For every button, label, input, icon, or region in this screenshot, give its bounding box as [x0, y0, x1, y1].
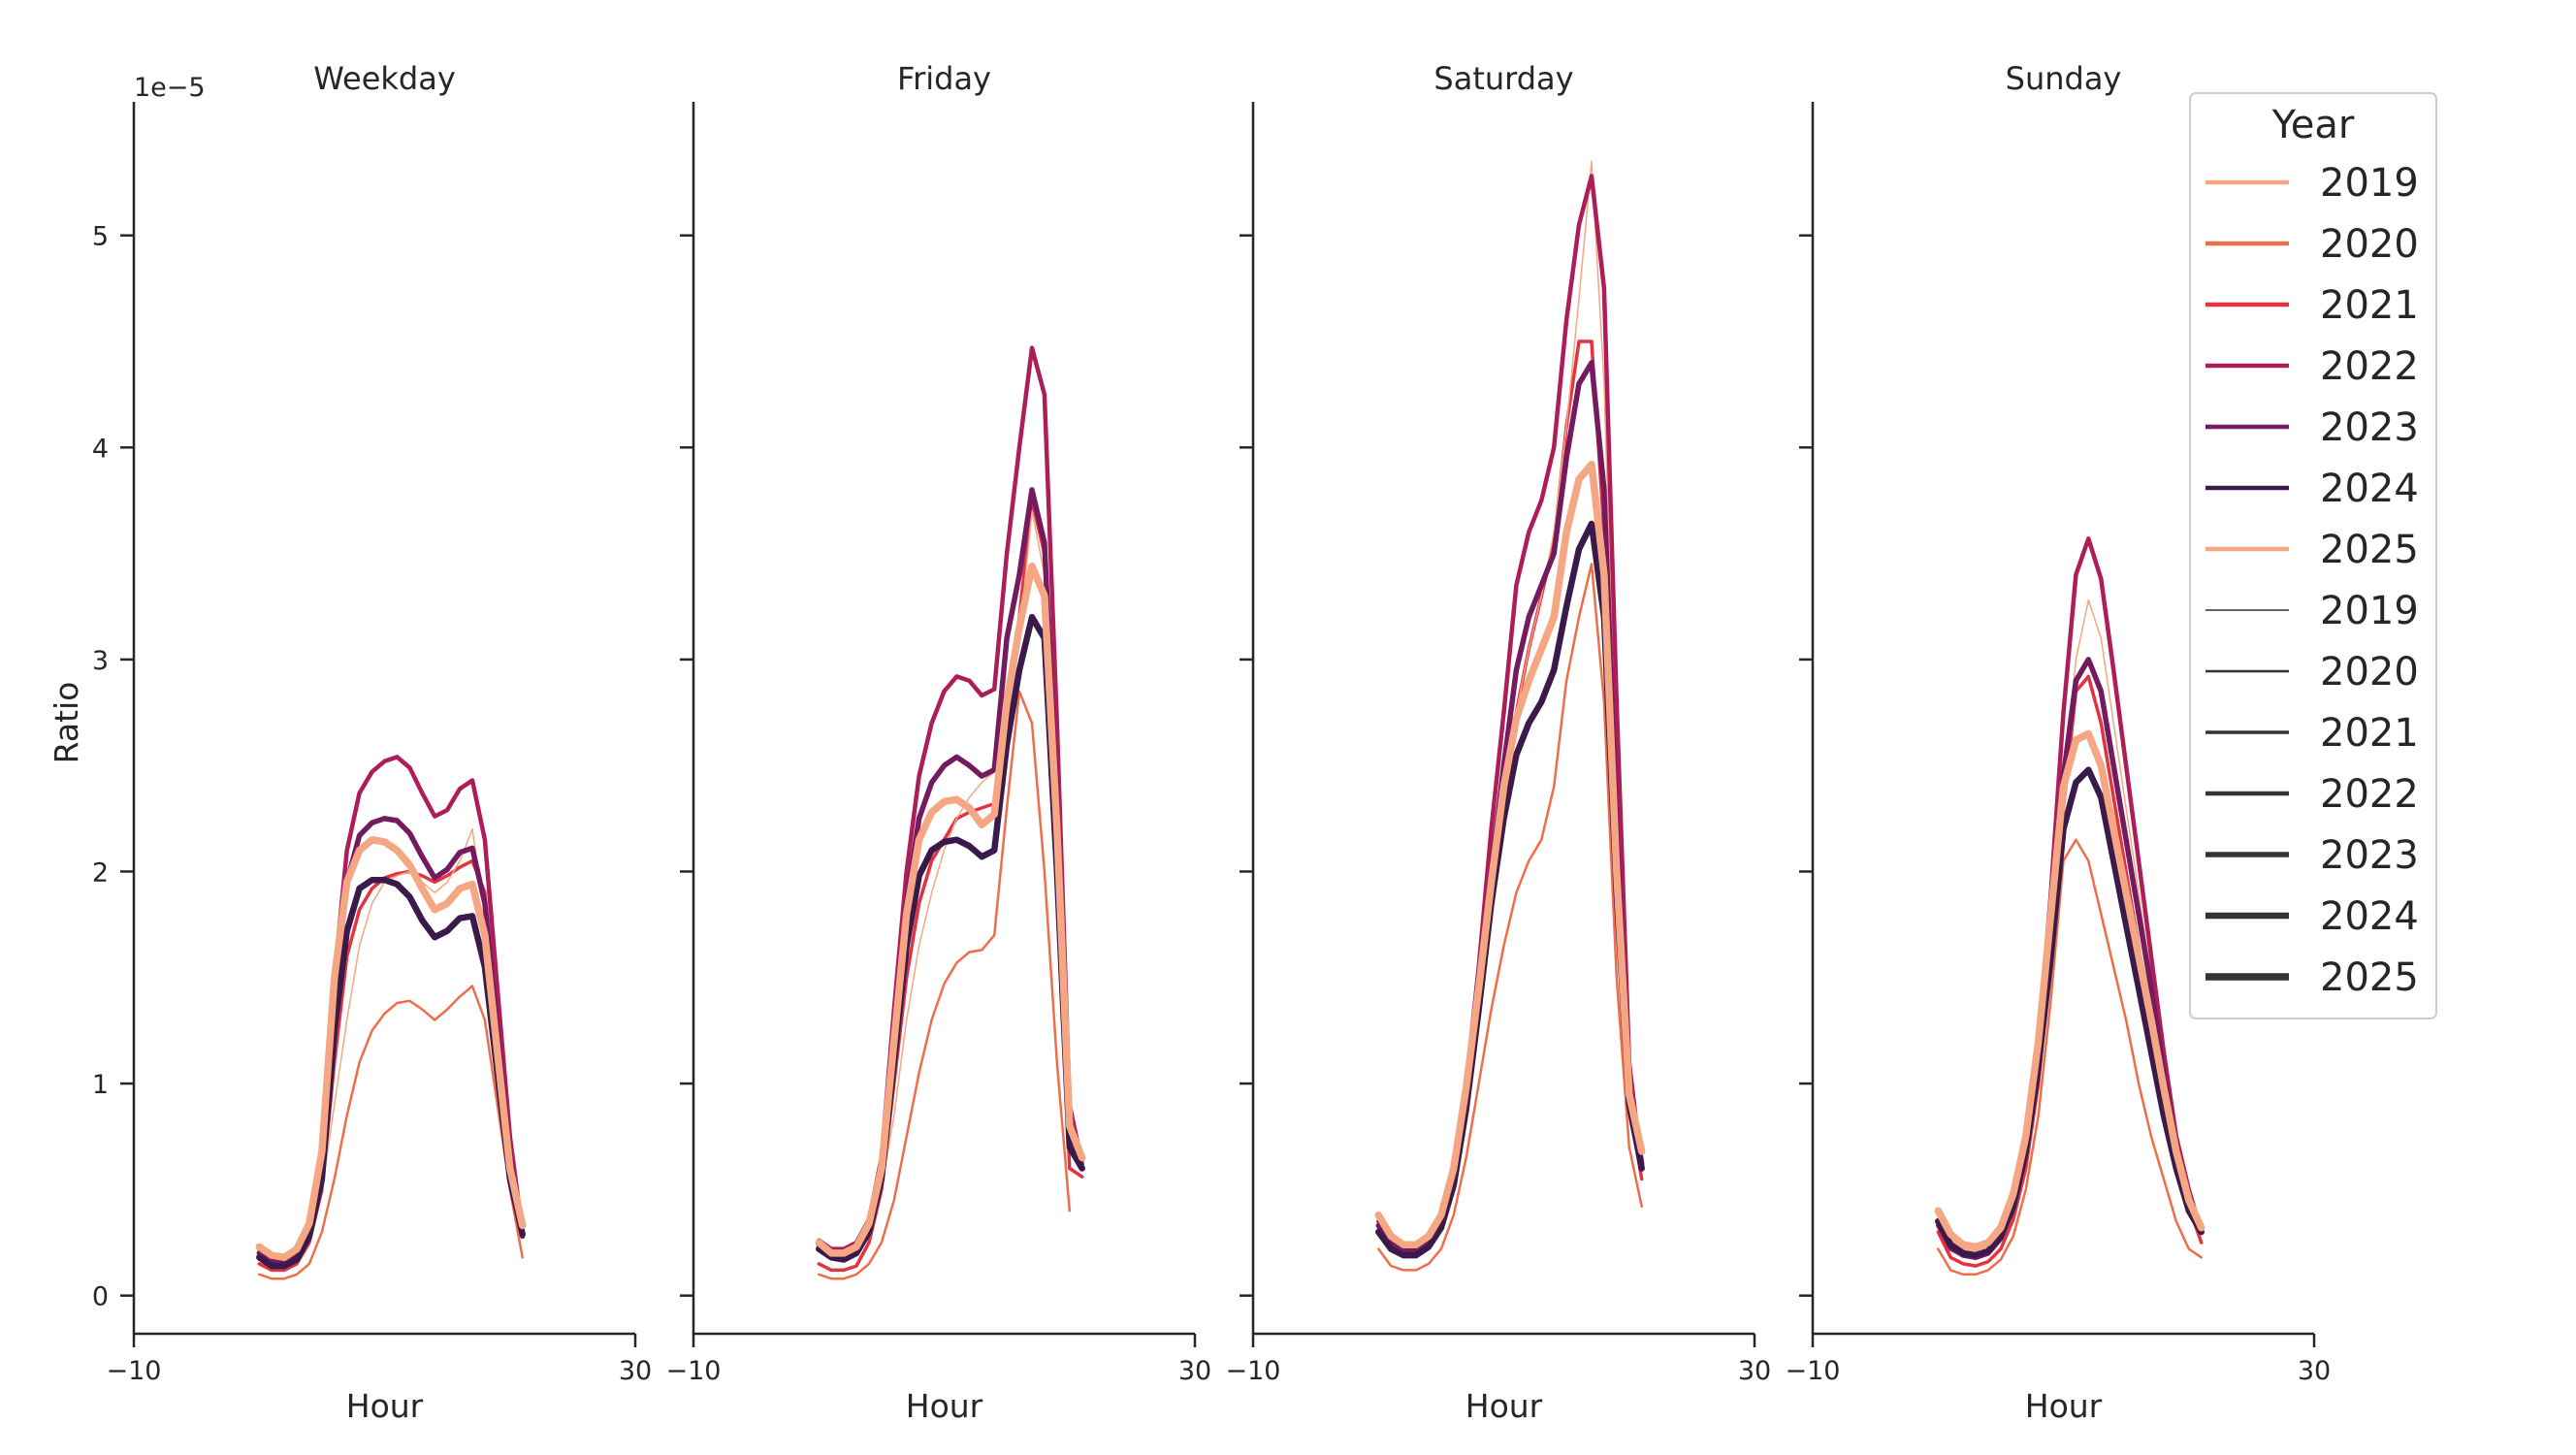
y-tick-label: 1 — [92, 1070, 109, 1100]
x-axis-label: Hour — [906, 1387, 983, 1425]
y-tick-label: 2 — [92, 857, 109, 888]
series-line-2020 — [1377, 563, 1643, 1272]
y-tick-label: 5 — [92, 222, 109, 252]
series-line-2025 — [815, 562, 1086, 1257]
x-tick-label: 30 — [619, 1356, 652, 1386]
panel-sunday: Sunday −10 30 Hour — [1786, 60, 2332, 1425]
y-scale-offset: 1e−5 — [134, 73, 206, 103]
series-line-2024 — [1935, 766, 2205, 1259]
series-line-2019 — [1937, 598, 2203, 1252]
series-line-2020 — [258, 985, 524, 1280]
series-line-2025 — [1374, 461, 1646, 1248]
y-axis-label: Ratio — [48, 682, 85, 764]
legend-box — [2189, 92, 2437, 1019]
x-tick-label: −10 — [1226, 1356, 1281, 1386]
series-line-2020 — [1937, 838, 2203, 1277]
x-tick-label: −10 — [107, 1356, 162, 1386]
series-line-2023 — [1375, 360, 1645, 1254]
legend-label: 2021 — [2320, 283, 2419, 328]
x-axis-label: Hour — [1465, 1387, 1543, 1425]
y-tick-label: 3 — [92, 646, 109, 676]
y-tick-label: 0 — [92, 1282, 109, 1312]
legend-label: 2025 — [2320, 955, 2419, 1000]
panel-saturday: Saturday −10 30 Hour — [1226, 60, 1772, 1425]
y-tick-label: 4 — [92, 434, 109, 464]
legend-label: 2025 — [2320, 528, 2419, 572]
panel-friday: Friday −10 30 Hour — [666, 60, 1212, 1425]
series-line-2025 — [255, 835, 527, 1262]
legend-label: 2019 — [2320, 161, 2419, 206]
legend-label: 2021 — [2320, 711, 2419, 756]
x-tick-label: 30 — [1738, 1356, 1771, 1386]
x-axis-label: Hour — [2025, 1387, 2103, 1425]
legend-label: 2023 — [2320, 833, 2419, 878]
legend-label: 2022 — [2320, 344, 2419, 389]
legend-label: 2024 — [2320, 467, 2419, 511]
x-tick-label: −10 — [666, 1356, 722, 1386]
panel-title: Sunday — [2006, 60, 2122, 97]
series-line-2024 — [1375, 520, 1645, 1259]
panel-title: Weekday — [313, 60, 456, 97]
legend-label: 2022 — [2320, 772, 2419, 817]
panel-title: Friday — [897, 60, 991, 97]
panel-weekday: Weekday 0 1 2 3 4 5 −10 30 Hour — [92, 60, 652, 1425]
legend-label: 2020 — [2320, 222, 2419, 267]
series-line-2022 — [1936, 536, 2204, 1260]
legend: Year 2019 2020 2021 2022 2023 2024 2025 2019 2020… — [2189, 92, 2437, 1019]
legend-title: Year — [2271, 103, 2355, 147]
x-axis-label: Hour — [346, 1387, 424, 1425]
series-line-2024 — [256, 876, 526, 1270]
x-tick-label: 30 — [2298, 1356, 2331, 1386]
x-tick-label: 30 — [1178, 1356, 1211, 1386]
series-line-2024 — [816, 613, 1085, 1263]
series-line-2020 — [818, 690, 1072, 1280]
legend-label: 2020 — [2320, 650, 2419, 695]
legend-label: 2023 — [2320, 405, 2419, 450]
series-line-2025 — [1934, 729, 2206, 1251]
legend-label: 2024 — [2320, 894, 2419, 939]
panel-title: Saturday — [1433, 60, 1573, 97]
legend-label: 2019 — [2320, 589, 2419, 633]
x-tick-label: −10 — [1786, 1356, 1841, 1386]
